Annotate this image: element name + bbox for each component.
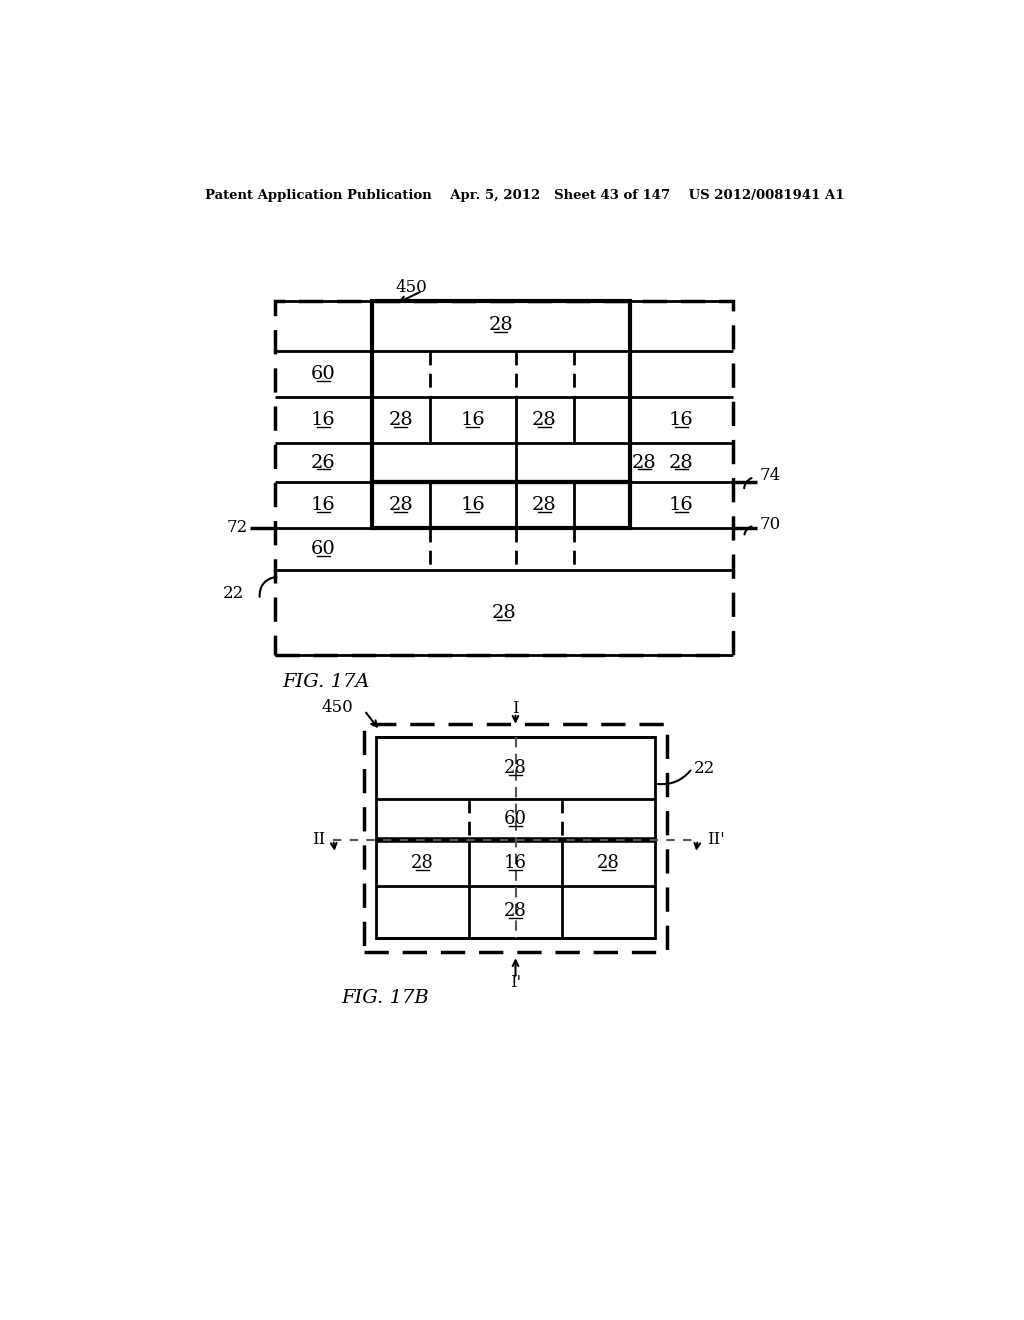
Text: I: I	[512, 701, 519, 718]
Text: FIG. 17B: FIG. 17B	[341, 989, 429, 1007]
Text: 60: 60	[311, 366, 336, 383]
Text: 28: 28	[492, 603, 516, 622]
Bar	[372, 482, 630, 528]
Text: FIG. 17A: FIG. 17A	[282, 673, 370, 690]
Text: II: II	[312, 832, 326, 849]
Text: 22: 22	[223, 585, 245, 602]
Text: 60: 60	[311, 540, 336, 558]
Text: 28: 28	[531, 412, 557, 429]
Text: 28: 28	[504, 903, 527, 920]
Text: 16: 16	[311, 412, 336, 429]
Text: 16: 16	[504, 854, 527, 873]
Text: 70: 70	[760, 516, 781, 533]
Text: 16: 16	[461, 412, 485, 429]
Text: I': I'	[510, 974, 521, 991]
Text: 28: 28	[488, 317, 513, 334]
Bar	[372, 301, 630, 482]
Text: 26: 26	[311, 454, 336, 471]
Text: 28: 28	[597, 854, 620, 873]
Bar	[275, 301, 732, 655]
Text: 16: 16	[669, 412, 693, 429]
Text: 28: 28	[669, 454, 693, 471]
Text: 28: 28	[531, 496, 557, 513]
Text: 16: 16	[311, 496, 336, 513]
Bar	[376, 738, 655, 937]
Text: 28: 28	[388, 412, 413, 429]
Text: 16: 16	[461, 496, 485, 513]
Text: 74: 74	[760, 467, 781, 484]
Text: 28: 28	[632, 454, 656, 471]
Text: 450: 450	[395, 280, 427, 296]
Text: 60: 60	[504, 810, 527, 828]
Text: 16: 16	[669, 496, 693, 513]
Text: 72: 72	[227, 520, 248, 536]
Text: II': II'	[707, 832, 725, 849]
Text: 22: 22	[693, 760, 715, 776]
Text: 450: 450	[321, 698, 352, 715]
Text: 28: 28	[388, 496, 413, 513]
Bar	[365, 725, 667, 952]
Text: 28: 28	[504, 759, 527, 777]
Text: 28: 28	[411, 854, 434, 873]
Text: Patent Application Publication    Apr. 5, 2012   Sheet 43 of 147    US 2012/0081: Patent Application Publication Apr. 5, 2…	[205, 189, 845, 202]
